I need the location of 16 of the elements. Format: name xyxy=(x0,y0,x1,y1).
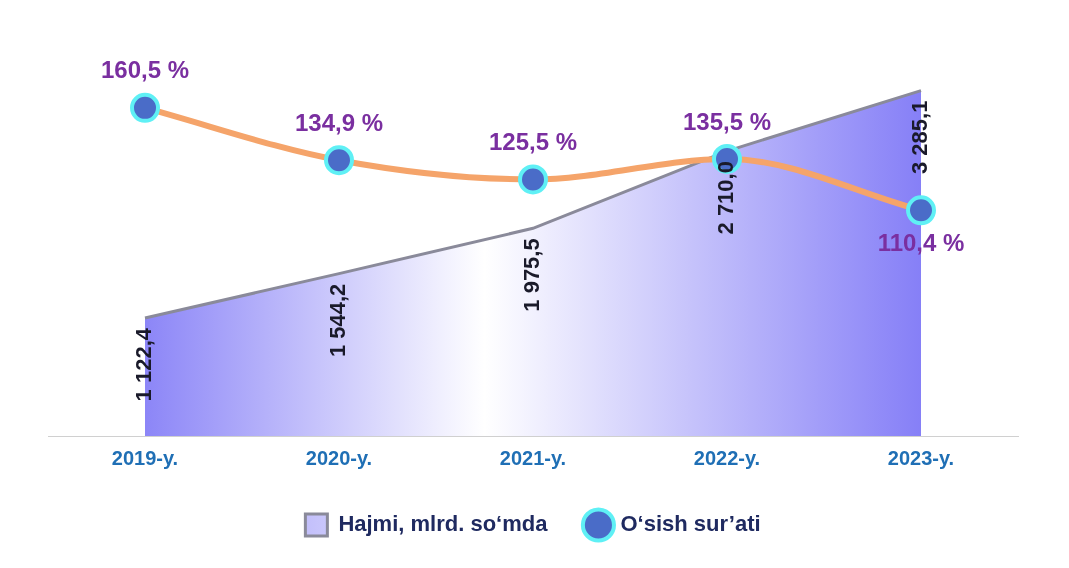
legend-label: Hajmi, mlrd. so‘mda xyxy=(338,511,549,537)
data-label: 1 544,2 xyxy=(325,283,351,358)
data-label: 125,5 % xyxy=(488,128,578,156)
data-label: 160,5 % xyxy=(100,56,190,84)
data-label: 135,5 % xyxy=(682,107,772,135)
x-tick-label: 2021-y. xyxy=(499,446,567,469)
data-label: 1 122,4 xyxy=(131,327,157,402)
legend-label: O‘sish sur’ati xyxy=(620,511,761,537)
data-label: 134,9 % xyxy=(294,108,384,136)
x-tick-label: 2023-y. xyxy=(887,446,955,469)
data-label: 2 710,0 xyxy=(713,161,739,235)
data-label: 1 975,5 xyxy=(519,238,545,312)
x-tick-label: 2020-y. xyxy=(305,446,373,469)
x-tick-label: 2019-y. xyxy=(111,446,179,469)
data-label: 3 285,1 xyxy=(907,100,933,174)
x-tick-label: 2022-y. xyxy=(693,446,761,469)
